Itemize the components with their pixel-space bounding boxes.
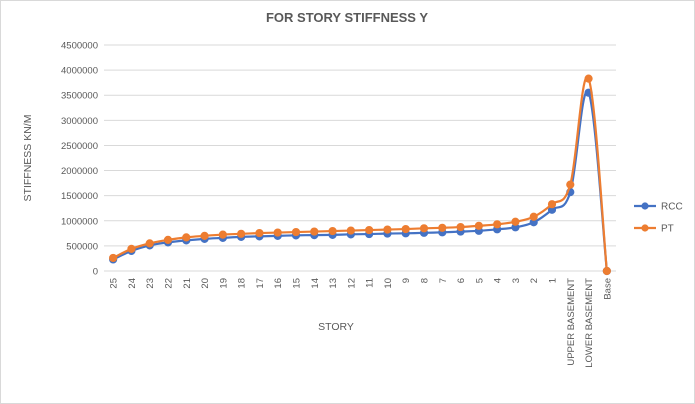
x-tick-label-23: 2 xyxy=(529,278,540,283)
x-tick-label-22: 3 xyxy=(511,278,522,283)
x-tick-label-21: 4 xyxy=(493,278,504,283)
point-pt-8 xyxy=(255,228,264,238)
point-pt-9 xyxy=(273,228,282,237)
x-tick-label-20: 5 xyxy=(474,278,485,283)
point-pt-19 xyxy=(456,222,465,232)
point-pt-13 xyxy=(346,226,355,235)
x-tick-label-10: 15 xyxy=(292,278,303,289)
point-pt-12 xyxy=(328,226,337,236)
point-pt-11 xyxy=(310,227,319,236)
point-pt-18 xyxy=(438,223,447,232)
point-pt-2 xyxy=(145,239,154,248)
y-tick-label-2: 1000000 xyxy=(61,216,98,227)
x-tick-label-0: 25 xyxy=(109,278,120,289)
legend-label-rcc: RCC xyxy=(661,202,683,213)
point-pt-20 xyxy=(474,221,483,230)
x-tick-label-5: 20 xyxy=(200,278,211,289)
point-pt-14 xyxy=(365,225,374,235)
legend-marker-rcc xyxy=(641,202,649,210)
x-tick-label-13: 12 xyxy=(346,278,357,289)
point-pt-0 xyxy=(109,253,118,263)
x-tick-label-9: 16 xyxy=(273,278,284,289)
point-pt-6 xyxy=(218,230,227,239)
point-pt-25 xyxy=(566,180,575,189)
chart-title: FOR STORY STIFFNESS Y xyxy=(266,10,428,25)
x-tick-label-25: UPPER BASEMENT xyxy=(566,278,577,366)
point-pt-4 xyxy=(182,233,191,242)
y-tick-label-5: 2500000 xyxy=(61,141,98,152)
x-tick-label-3: 22 xyxy=(164,278,175,289)
point-pt-3 xyxy=(163,235,173,244)
point-pt-23 xyxy=(529,212,538,221)
point-pt-22 xyxy=(511,217,520,226)
point-pt-17 xyxy=(419,224,429,233)
x-tick-label-27: Base xyxy=(602,278,613,300)
y-tick-label-0: 0 xyxy=(93,267,98,278)
point-pt-10 xyxy=(291,227,301,237)
legend-marker-pt xyxy=(641,224,649,232)
x-tick-label-19: 6 xyxy=(456,278,467,283)
point-pt-24 xyxy=(547,200,557,209)
point-pt-15 xyxy=(383,225,392,234)
y-axis-label: STIFFNESS KN/M xyxy=(22,115,34,202)
gridlines xyxy=(104,44,616,272)
point-pt-16 xyxy=(401,224,410,234)
x-tick-label-6: 19 xyxy=(218,278,229,289)
x-tick-labels: 25 24 23 22 21 20 19 18 17 16 15 14 13 12 11 10 9 8 7 6 5 4 3 2… xyxy=(109,278,614,368)
y-tick-label-8: 4000000 xyxy=(61,66,98,77)
y-tick-label-6: 3000000 xyxy=(61,116,98,127)
point-pt-21 xyxy=(493,220,502,229)
x-tick-label-14: 11 xyxy=(365,278,376,288)
x-tick-label-16: 9 xyxy=(401,278,412,283)
series-group xyxy=(109,74,611,276)
y-tick-label-4: 2000000 xyxy=(61,166,98,177)
y-tick-label-7: 3500000 xyxy=(61,91,98,102)
point-pt-1 xyxy=(127,244,136,254)
x-tick-label-24: 1 xyxy=(548,278,559,283)
x-tick-label-15: 10 xyxy=(383,278,394,289)
y-tick-label-9: 4500000 xyxy=(61,41,98,52)
legend: RCC PT xyxy=(634,202,683,235)
x-tick-label-2: 23 xyxy=(145,278,156,289)
y-tick-label-3: 1500000 xyxy=(61,191,98,202)
point-pt-27 xyxy=(602,266,611,276)
x-tick-label-26: LOWER BASEMENT xyxy=(584,278,595,368)
legend-label-pt: PT xyxy=(661,224,674,235)
x-tick-label-11: 14 xyxy=(310,278,321,289)
x-axis-label: STORY xyxy=(318,321,354,333)
x-tick-label-12: 13 xyxy=(328,278,339,289)
x-tick-label-1: 24 xyxy=(127,278,138,289)
y-tick-labels: 0 500000 1000000 1500000 2000000 2500000 30000… xyxy=(61,41,98,278)
x-tick-label-18: 7 xyxy=(438,278,449,283)
x-tick-label-4: 21 xyxy=(182,278,193,289)
x-tick-label-8: 17 xyxy=(255,278,266,289)
point-pt-5 xyxy=(200,231,209,240)
x-tick-label-7: 18 xyxy=(237,278,248,289)
y-tick-label-1: 500000 xyxy=(66,241,98,252)
x-tick-label-17: 8 xyxy=(420,278,431,283)
point-pt-26 xyxy=(584,74,593,83)
point-pt-7 xyxy=(237,229,246,238)
